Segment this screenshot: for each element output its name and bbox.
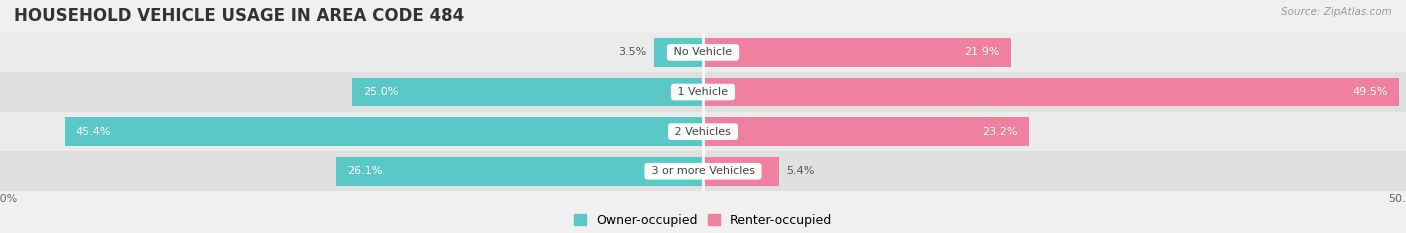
Text: 26.1%: 26.1% [347,166,382,176]
Text: 25.0%: 25.0% [363,87,398,97]
Bar [654,38,703,67]
Bar [0,151,1406,191]
Bar [703,38,1011,67]
Bar [0,33,1406,72]
Bar [336,157,703,185]
Bar [703,78,1399,106]
Bar [703,157,779,185]
Text: HOUSEHOLD VEHICLE USAGE IN AREA CODE 484: HOUSEHOLD VEHICLE USAGE IN AREA CODE 484 [14,7,464,25]
Text: 21.9%: 21.9% [965,48,1000,57]
Text: 5.4%: 5.4% [786,166,814,176]
Bar [65,117,703,146]
Text: Source: ZipAtlas.com: Source: ZipAtlas.com [1281,7,1392,17]
Text: No Vehicle: No Vehicle [671,48,735,57]
Text: 3.5%: 3.5% [619,48,647,57]
Text: 3 or more Vehicles: 3 or more Vehicles [648,166,758,176]
Bar [0,72,1406,112]
Bar [352,78,703,106]
Legend: Owner-occupied, Renter-occupied: Owner-occupied, Renter-occupied [574,214,832,227]
Text: 45.4%: 45.4% [76,127,111,137]
Text: 2 Vehicles: 2 Vehicles [671,127,735,137]
Text: 23.2%: 23.2% [983,127,1018,137]
Bar [0,112,1406,151]
Text: 1 Vehicle: 1 Vehicle [675,87,731,97]
Text: 49.5%: 49.5% [1353,87,1388,97]
Bar [703,117,1029,146]
